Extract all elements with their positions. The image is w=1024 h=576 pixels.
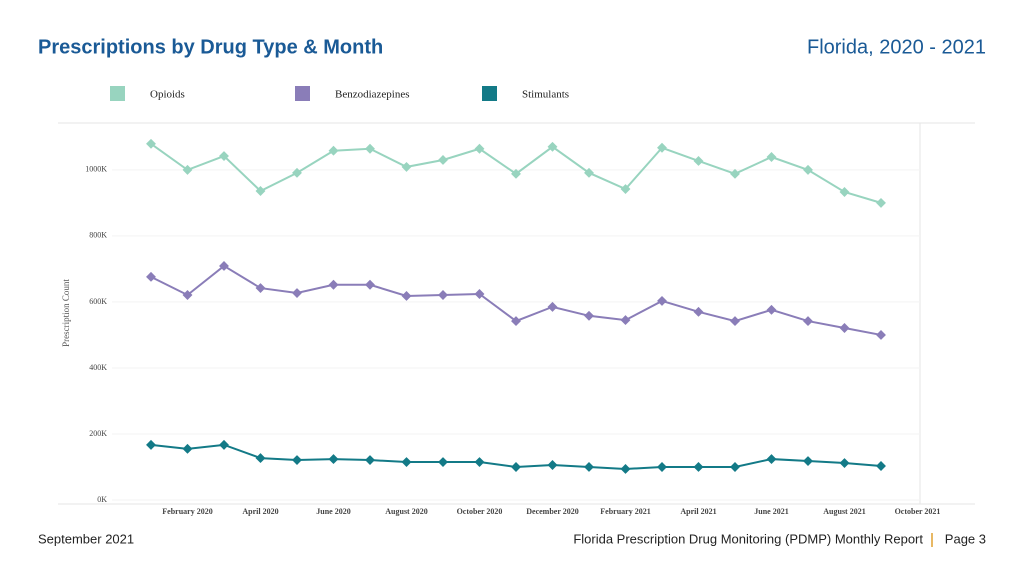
data-point bbox=[511, 168, 521, 179]
data-point bbox=[219, 151, 229, 161]
data-point bbox=[401, 161, 412, 172]
data-point bbox=[182, 164, 193, 175]
data-point bbox=[766, 152, 777, 162]
data-point bbox=[547, 460, 558, 470]
data-point bbox=[511, 462, 521, 472]
y-tick-label: 800K bbox=[89, 231, 107, 240]
footer-report: Florida Prescription Drug Monitoring (PD… bbox=[573, 531, 923, 546]
x-tick-label: April 2020 bbox=[242, 507, 278, 516]
data-point bbox=[474, 457, 485, 467]
data-point bbox=[657, 462, 667, 472]
data-point bbox=[766, 304, 777, 315]
data-point bbox=[182, 443, 193, 454]
data-point bbox=[365, 455, 375, 466]
data-point bbox=[401, 291, 412, 301]
data-point bbox=[292, 455, 302, 466]
data-point bbox=[146, 271, 156, 282]
data-point bbox=[766, 454, 777, 465]
footer-page: Page 3 bbox=[945, 531, 986, 546]
data-point bbox=[620, 315, 631, 326]
data-point bbox=[365, 279, 375, 290]
data-point bbox=[839, 323, 850, 333]
data-point bbox=[474, 289, 485, 299]
x-tick-label: February 2020 bbox=[162, 507, 212, 516]
y-axis-title: Prescription Count bbox=[61, 279, 71, 347]
data-point bbox=[146, 439, 156, 450]
data-point bbox=[730, 316, 740, 327]
data-point bbox=[876, 461, 886, 471]
legend-label: Benzodiazepines bbox=[335, 89, 410, 101]
data-point bbox=[182, 290, 193, 300]
chart-subtitle: Florida, 2020 - 2021 bbox=[807, 36, 986, 58]
data-point bbox=[401, 457, 412, 467]
data-point bbox=[584, 310, 594, 321]
data-point bbox=[876, 197, 886, 208]
x-tick-label: October 2021 bbox=[895, 507, 941, 516]
y-tick-label: 600K bbox=[89, 297, 107, 306]
y-tick-label: 0K bbox=[97, 495, 107, 504]
data-point bbox=[730, 462, 740, 472]
data-point bbox=[219, 439, 229, 450]
y-tick-label: 200K bbox=[89, 429, 107, 438]
data-point bbox=[255, 186, 266, 196]
data-point bbox=[803, 164, 813, 175]
x-tick-label: August 2021 bbox=[823, 507, 865, 516]
data-point bbox=[438, 457, 448, 467]
data-point bbox=[219, 260, 229, 271]
data-point bbox=[474, 143, 485, 154]
legend-swatch bbox=[482, 86, 497, 101]
legend-label: Stimulants bbox=[522, 89, 569, 101]
data-point bbox=[803, 456, 813, 466]
y-tick-label: 400K bbox=[89, 363, 107, 372]
data-point bbox=[328, 454, 339, 465]
data-point bbox=[438, 155, 448, 165]
legend-swatch bbox=[110, 86, 125, 101]
data-point bbox=[511, 316, 521, 327]
x-tick-label: October 2020 bbox=[457, 507, 503, 516]
data-point bbox=[584, 167, 594, 178]
x-tick-label: June 2021 bbox=[754, 507, 788, 516]
x-tick-label: April 2021 bbox=[680, 507, 716, 516]
data-point bbox=[620, 184, 631, 194]
x-tick-label: June 2020 bbox=[316, 507, 350, 516]
data-point bbox=[547, 141, 558, 152]
data-point bbox=[584, 462, 594, 472]
data-point bbox=[292, 167, 302, 178]
data-point bbox=[839, 458, 850, 468]
legend-label: Opioids bbox=[150, 89, 185, 101]
data-point bbox=[255, 283, 266, 294]
data-point bbox=[693, 462, 704, 472]
y-tick-label: 1000K bbox=[85, 165, 107, 174]
x-tick-label: August 2020 bbox=[385, 507, 427, 516]
data-point bbox=[292, 288, 302, 298]
data-point bbox=[620, 464, 631, 474]
data-point bbox=[839, 187, 850, 197]
chart-title: Prescriptions by Drug Type & Month bbox=[38, 36, 383, 58]
data-point bbox=[657, 295, 667, 306]
data-point bbox=[657, 142, 667, 153]
legend-swatch bbox=[295, 86, 310, 101]
data-point bbox=[365, 143, 375, 154]
data-point bbox=[693, 156, 704, 166]
data-point bbox=[255, 453, 266, 464]
data-point bbox=[876, 329, 886, 340]
data-point bbox=[803, 316, 813, 327]
x-tick-label: December 2020 bbox=[526, 507, 579, 516]
data-point bbox=[328, 145, 339, 156]
data-point bbox=[438, 290, 448, 300]
data-point bbox=[146, 138, 156, 149]
x-tick-label: February 2021 bbox=[600, 507, 650, 516]
data-point bbox=[328, 279, 339, 290]
data-point bbox=[547, 301, 558, 312]
data-point bbox=[693, 306, 704, 317]
data-point bbox=[730, 168, 740, 179]
footer-date: September 2021 bbox=[38, 531, 134, 546]
